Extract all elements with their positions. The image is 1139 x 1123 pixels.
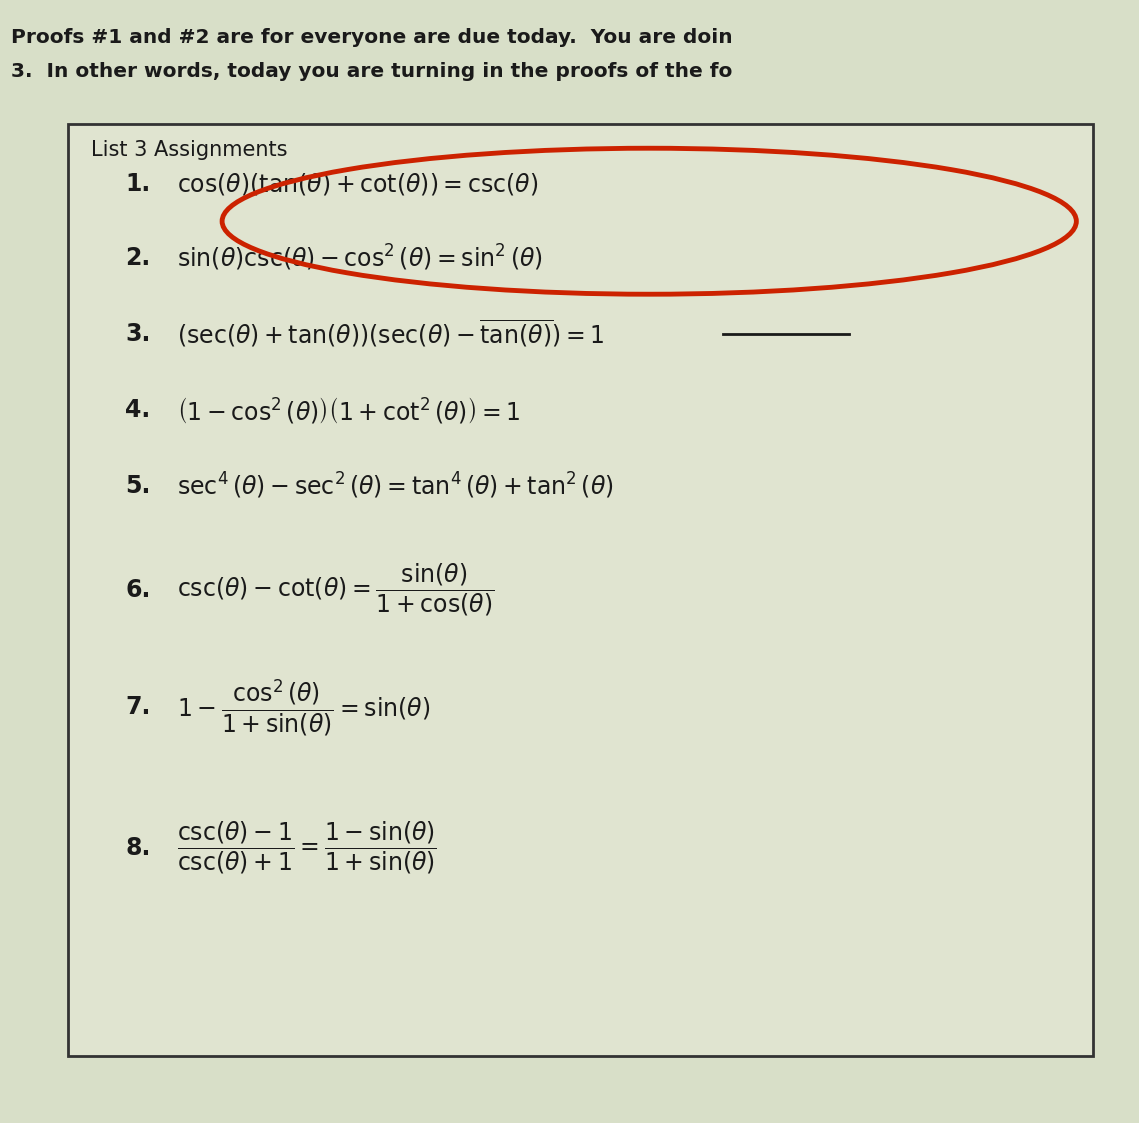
Text: 4.: 4. (125, 398, 150, 422)
Text: 3.: 3. (125, 321, 150, 346)
Text: 8.: 8. (125, 836, 150, 860)
Text: 7.: 7. (125, 695, 150, 720)
FancyBboxPatch shape (68, 124, 1093, 1056)
Text: $\left(1-\cos^2(\theta)\right)\left(1+\cot^2(\theta)\right)=1$: $\left(1-\cos^2(\theta)\right)\left(1+\c… (177, 395, 521, 424)
Text: $\dfrac{\csc(\theta)-1}{\csc(\theta)+1}=\dfrac{1-\sin(\theta)}{1+\sin(\theta)}$: $\dfrac{\csc(\theta)-1}{\csc(\theta)+1}=… (177, 820, 436, 876)
Text: List 3 Assignments: List 3 Assignments (91, 140, 288, 161)
Text: 5.: 5. (125, 474, 150, 499)
Text: $\cos(\theta)(\tan(\theta)+\cot(\theta))=\csc(\theta)$: $\cos(\theta)(\tan(\theta)+\cot(\theta))… (177, 171, 538, 198)
Text: $\csc(\theta)-\cot(\theta)=\dfrac{\sin(\theta)}{1+\cos(\theta)}$: $\csc(\theta)-\cot(\theta)=\dfrac{\sin(\… (177, 562, 494, 618)
Text: $\sec^4(\theta)-\sec^2(\theta)=\tan^4(\theta)+\tan^2(\theta)$: $\sec^4(\theta)-\sec^2(\theta)=\tan^4(\t… (177, 472, 613, 501)
Text: 1.: 1. (125, 172, 150, 197)
Text: Proofs #1 and #2 are for everyone are due today.  You are doin: Proofs #1 and #2 are for everyone are du… (11, 28, 734, 47)
Text: $\sin(\theta)\csc(\theta)-\cos^2(\theta)=\sin^2(\theta)$: $\sin(\theta)\csc(\theta)-\cos^2(\theta)… (177, 244, 542, 273)
Text: 6.: 6. (125, 577, 150, 602)
Text: $(\sec(\theta)+\tan(\theta))(\sec(\theta)-\overline{\tan(\theta)})=1$: $(\sec(\theta)+\tan(\theta))(\sec(\theta… (177, 318, 604, 349)
Text: 2.: 2. (125, 246, 150, 271)
Text: 3.  In other words, today you are turning in the proofs of the fo: 3. In other words, today you are turning… (11, 62, 732, 81)
Text: $1-\dfrac{\cos^2(\theta)}{1+\sin(\theta)}=\sin(\theta)$: $1-\dfrac{\cos^2(\theta)}{1+\sin(\theta)… (177, 677, 429, 738)
